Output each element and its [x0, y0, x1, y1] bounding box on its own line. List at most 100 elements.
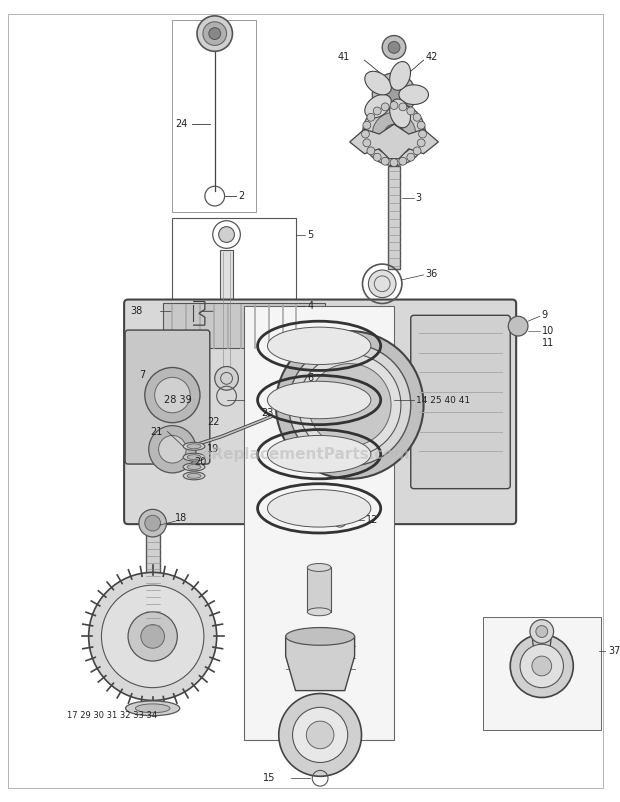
Polygon shape — [286, 637, 355, 691]
Circle shape — [289, 344, 411, 466]
Circle shape — [382, 35, 406, 59]
Circle shape — [536, 626, 547, 638]
Text: 2: 2 — [238, 191, 245, 201]
Text: 7: 7 — [140, 371, 146, 380]
Text: eReplacementParts.com: eReplacementParts.com — [201, 447, 410, 462]
Bar — [244, 306, 394, 740]
Circle shape — [197, 16, 232, 51]
Circle shape — [368, 270, 396, 298]
Ellipse shape — [187, 473, 201, 478]
Circle shape — [407, 153, 415, 161]
Text: 20: 20 — [194, 457, 206, 467]
Circle shape — [390, 159, 398, 167]
Ellipse shape — [399, 85, 428, 104]
Circle shape — [520, 644, 564, 687]
Circle shape — [367, 113, 375, 121]
Ellipse shape — [286, 627, 355, 646]
Ellipse shape — [267, 435, 371, 473]
Circle shape — [145, 515, 161, 531]
Text: 38: 38 — [131, 306, 143, 316]
Circle shape — [293, 707, 348, 763]
Ellipse shape — [187, 455, 201, 460]
Text: 11: 11 — [542, 338, 554, 348]
Text: 37: 37 — [609, 646, 620, 656]
Text: 4: 4 — [308, 302, 314, 311]
Polygon shape — [350, 124, 438, 159]
Ellipse shape — [126, 701, 180, 715]
Ellipse shape — [308, 564, 331, 571]
Circle shape — [363, 139, 371, 147]
Ellipse shape — [184, 443, 205, 450]
Circle shape — [407, 107, 415, 115]
Circle shape — [215, 367, 238, 390]
Circle shape — [363, 121, 371, 129]
Circle shape — [308, 363, 391, 446]
Circle shape — [373, 107, 381, 115]
Ellipse shape — [308, 608, 331, 616]
Circle shape — [209, 28, 221, 39]
Circle shape — [373, 112, 415, 156]
Ellipse shape — [365, 95, 391, 118]
Circle shape — [363, 103, 425, 165]
Circle shape — [367, 147, 375, 155]
Circle shape — [417, 121, 425, 129]
Circle shape — [399, 157, 407, 165]
Bar — [308, 568, 331, 612]
Text: 28 39: 28 39 — [164, 395, 192, 405]
Circle shape — [203, 22, 226, 46]
Text: 19: 19 — [207, 444, 219, 454]
Circle shape — [382, 83, 406, 107]
Ellipse shape — [267, 490, 371, 527]
Circle shape — [381, 157, 389, 165]
Circle shape — [141, 625, 164, 648]
Circle shape — [279, 694, 361, 776]
Text: 15: 15 — [264, 773, 276, 784]
Circle shape — [532, 656, 552, 676]
Bar — [219, 250, 234, 368]
Circle shape — [306, 721, 334, 749]
Circle shape — [390, 102, 398, 109]
Ellipse shape — [365, 71, 391, 95]
Text: 6: 6 — [308, 374, 314, 383]
Text: 14 25 40 41: 14 25 40 41 — [415, 395, 470, 404]
Text: 21: 21 — [150, 427, 162, 436]
Text: 42: 42 — [425, 52, 438, 63]
FancyBboxPatch shape — [124, 299, 516, 525]
Ellipse shape — [187, 464, 201, 469]
Bar — [172, 218, 296, 410]
Bar — [172, 20, 256, 212]
FancyBboxPatch shape — [125, 330, 210, 464]
Circle shape — [149, 426, 196, 473]
Circle shape — [89, 573, 217, 700]
Bar — [162, 303, 325, 348]
Circle shape — [530, 620, 554, 643]
Circle shape — [417, 139, 425, 147]
Circle shape — [219, 227, 234, 242]
Circle shape — [384, 124, 404, 144]
Circle shape — [159, 435, 186, 463]
Circle shape — [373, 73, 415, 116]
Ellipse shape — [187, 444, 201, 449]
Circle shape — [139, 509, 166, 537]
Circle shape — [413, 113, 421, 121]
Circle shape — [154, 378, 190, 413]
Circle shape — [388, 42, 400, 53]
Circle shape — [381, 103, 389, 111]
Text: 10: 10 — [542, 326, 554, 336]
Ellipse shape — [184, 472, 205, 480]
Circle shape — [128, 612, 177, 661]
Ellipse shape — [390, 99, 410, 128]
Text: 41: 41 — [337, 52, 350, 63]
Text: 36: 36 — [425, 269, 438, 279]
Ellipse shape — [390, 62, 410, 91]
Ellipse shape — [267, 381, 371, 419]
Ellipse shape — [267, 327, 371, 365]
Circle shape — [413, 147, 421, 155]
Circle shape — [298, 354, 401, 456]
Ellipse shape — [135, 704, 170, 713]
Text: 18: 18 — [175, 513, 188, 523]
Text: 3: 3 — [415, 193, 422, 203]
Circle shape — [102, 585, 204, 687]
Text: 22: 22 — [207, 417, 219, 427]
Ellipse shape — [184, 453, 205, 461]
